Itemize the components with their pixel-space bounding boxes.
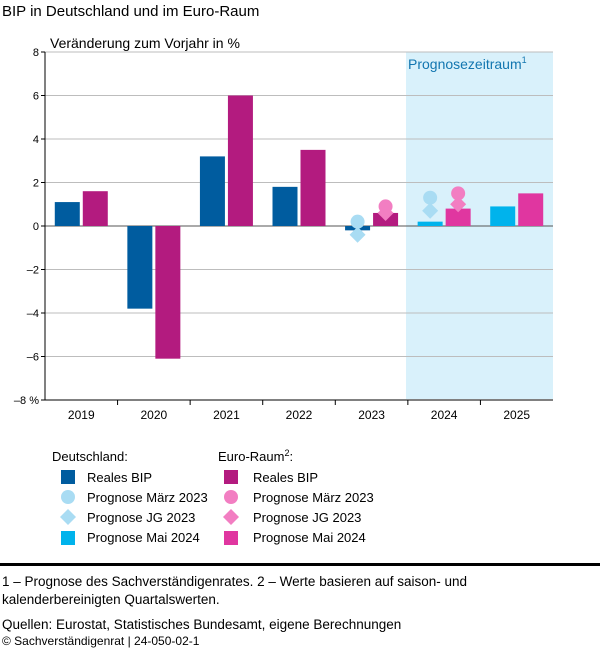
bar — [227, 95, 253, 226]
legend-ea-real-swatch — [224, 470, 238, 484]
y-tick-label: –4 — [27, 308, 39, 320]
x-tick-label: 2020 — [141, 408, 168, 422]
axis-ticks: 8 6 4 2 0 –2 –4 –6 –8 % 2019 2020 2021 2022 2023 2024 2… — [14, 47, 530, 422]
chart-svg: 8 6 4 2 0 –2 –4 –6 –8 % 2019 2020 2021 2022 2023 2024 2… — [14, 35, 553, 545]
x-tick-label: 2019 — [68, 408, 95, 422]
legend-de-maerz-swatch — [61, 490, 75, 504]
legend-ea-jg-swatch — [223, 509, 239, 525]
bar — [54, 202, 80, 226]
chart-title: BIP in Deutschland und im Euro-Raum — [2, 3, 260, 20]
copyright: © Sachverständigenrat | 24-050-02-1 — [2, 634, 200, 648]
legend-de-jg-label: Prognose JG 2023 — [87, 510, 195, 525]
x-tick-label: 2023 — [358, 408, 385, 422]
legend-de-mai-label: Prognose Mai 2024 — [87, 530, 200, 545]
marker-diamond — [349, 226, 366, 243]
legend-title-de: Deutschland: — [52, 449, 128, 464]
marker-diamond — [377, 204, 394, 221]
bar — [518, 193, 544, 226]
x-tick-label: 2025 — [503, 408, 530, 422]
x-tick-label: 2021 — [213, 408, 240, 422]
marker-circle — [350, 214, 365, 229]
legend-ea-mai-swatch — [224, 531, 238, 545]
footnote-1b: kalenderbereinigten Quartalswerten. — [2, 592, 220, 607]
y-tick-label: –2 — [27, 265, 39, 277]
legend-de-real-swatch — [61, 470, 75, 484]
legend-ea-real-label: Reales BIP — [253, 470, 318, 485]
legend-de-maerz-label: Prognose März 2023 — [87, 490, 208, 505]
footnote-1: 1 – Prognose des Sachverständigenrates. … — [2, 574, 468, 589]
legend-title-ea: Euro-Raum2: — [218, 448, 293, 464]
legend-ea-mai-label: Prognose Mai 2024 — [253, 530, 366, 545]
y-tick-label: –8 % — [14, 395, 39, 407]
legend-de-jg-swatch — [60, 509, 76, 525]
marker-circle — [451, 186, 466, 201]
y-tick-label: 2 — [33, 178, 39, 190]
y-tick-label: –6 — [27, 352, 39, 364]
bar — [127, 226, 153, 309]
bar — [199, 156, 225, 226]
legend-ea-jg-label: Prognose JG 2023 — [253, 510, 361, 525]
bar — [490, 206, 516, 226]
y-tick-label: 8 — [33, 47, 39, 59]
x-tick-label: 2024 — [431, 408, 458, 422]
bar — [417, 221, 443, 226]
marker-circle — [423, 190, 438, 205]
bar — [300, 149, 326, 226]
forecast-markers — [349, 186, 467, 243]
y-tick-label: 4 — [33, 134, 39, 146]
x-tick-label: 2022 — [286, 408, 313, 422]
bar — [82, 191, 108, 226]
bar — [272, 186, 298, 226]
legend-de-mai-swatch — [61, 531, 75, 545]
y-axis-label: Veränderung zum Vorjahr in % — [50, 35, 240, 51]
y-tick-label: 6 — [33, 91, 39, 103]
marker-diamond — [450, 196, 467, 213]
legend-ea-maerz-swatch — [224, 490, 238, 504]
marker-diamond — [422, 202, 439, 219]
legend: Deutschland: Euro-Raum2: Reales BIP Prog… — [52, 448, 374, 545]
sources: Quellen: Eurostat, Statistisches Bundesa… — [2, 617, 402, 632]
y-tick-label: 0 — [33, 221, 39, 233]
legend-ea-maerz-label: Prognose März 2023 — [253, 490, 374, 505]
bar — [155, 226, 181, 359]
bar — [445, 208, 471, 226]
forecast-label: Prognosezeitraum1 — [408, 55, 527, 72]
footer-divider — [0, 563, 600, 566]
legend-de-real-label: Reales BIP — [87, 470, 152, 485]
